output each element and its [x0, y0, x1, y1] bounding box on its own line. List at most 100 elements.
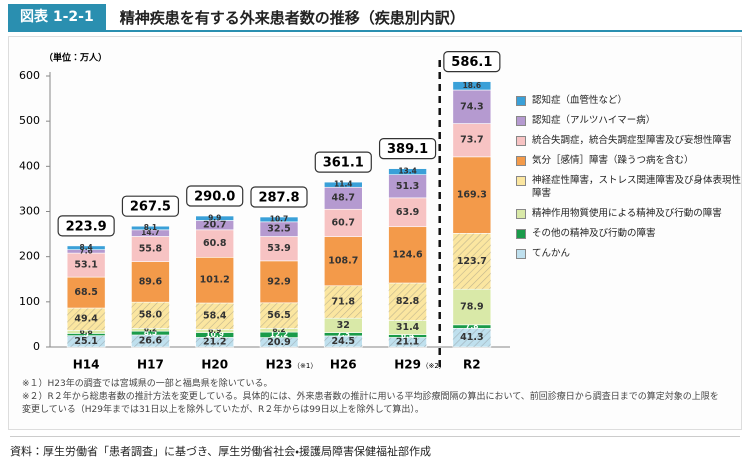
- value-label: 49.4: [74, 314, 98, 325]
- y-tick-label: 300: [19, 205, 40, 218]
- note: ※２）R２年から総患者数の推計方法を変更している。具体的には、外来患者数の推計に…: [22, 392, 719, 415]
- figure-badge: 図表 1-2-1: [8, 4, 106, 30]
- value-label: 6.2: [144, 325, 157, 334]
- value-label: 32.5: [267, 224, 290, 235]
- value-label: 21.1: [396, 337, 419, 348]
- value-label: 21.2: [203, 337, 226, 348]
- x-tick-label: H29: [394, 358, 421, 372]
- total-label: 267.5: [130, 200, 171, 215]
- x-tick-label: H20: [201, 358, 228, 372]
- x-tick-label: H17: [137, 358, 164, 372]
- total-label: 586.1: [451, 55, 492, 70]
- bar-segment: [388, 168, 427, 175]
- legend-label: 統合失調症，統合失調症型障害及び妄想性障害: [532, 135, 732, 146]
- bar-segment: [388, 226, 427, 284]
- legend-swatch: [516, 229, 526, 239]
- legend-item: てんかん: [516, 247, 744, 260]
- value-label: 123.7: [457, 256, 487, 267]
- legend: 認知症（血管性など） 認知症（アルツハイマー病） 統合失調症，統合失調症型障害及び妄…: [516, 94, 744, 260]
- bar-hatch: [131, 334, 170, 347]
- chart-panel: [8, 36, 742, 430]
- value-label: 24.5: [332, 336, 355, 347]
- bar-hatch: [388, 337, 427, 347]
- total-box: [314, 151, 372, 173]
- value-label: 41.3: [460, 332, 483, 343]
- bar-segment: [452, 156, 492, 234]
- legend-item: 気分［感情］障害（躁うつ病を含む）: [516, 154, 744, 167]
- value-label: 74.3: [460, 101, 483, 112]
- legend-swatch: [516, 96, 526, 106]
- legend-label: 認知症（アルツハイマー病）: [532, 115, 656, 126]
- legend-label: その他の精神及び行動の障害: [532, 228, 656, 239]
- total-label: 287.8: [258, 191, 299, 206]
- value-label: 7.8: [465, 322, 478, 331]
- x-tick-label: H26: [330, 358, 357, 372]
- legend-item: 認知症（アルツハイマー病）: [516, 114, 744, 127]
- bar-hatch: [324, 335, 363, 347]
- legend-item: 神経症性障害，ストレス関連障害及び身体表現性障害: [516, 174, 744, 200]
- value-label: 13.4: [398, 167, 417, 176]
- total-box: [250, 186, 308, 208]
- bar-hatch: [195, 303, 234, 330]
- value-label: 169.3: [457, 190, 487, 201]
- bar-segment: [452, 288, 492, 326]
- value-label: 89.6: [139, 276, 163, 287]
- value-label: 58.0: [139, 310, 163, 321]
- bar-segment: [452, 81, 492, 91]
- bar-hatch: [452, 233, 491, 290]
- legend-item: その他の精神及び行動の障害: [516, 227, 744, 240]
- legend-item: 統合失調症，統合失調症型障害及び妄想性障害: [516, 134, 744, 147]
- bar-segment: [131, 225, 170, 231]
- legend-item: 認知症（血管性など）: [516, 94, 744, 107]
- value-label: 20.9: [267, 337, 290, 348]
- value-label: 32: [337, 320, 350, 331]
- legend-swatch: [516, 209, 526, 219]
- legend-label: 認知症（血管性など）: [532, 95, 628, 106]
- value-label: 18.6: [463, 81, 482, 90]
- bar-segment: [66, 276, 106, 309]
- x-tick-note: （※1）: [293, 362, 317, 370]
- y-tick-label: 400: [19, 159, 40, 172]
- legend-swatch: [516, 249, 526, 259]
- value-label: 5: [84, 330, 89, 339]
- value-label: 82.8: [396, 296, 420, 307]
- value-label: 58.4: [203, 311, 227, 322]
- legend-swatch: [516, 136, 526, 146]
- bar-segment: [66, 245, 106, 250]
- total-label: 223.9: [66, 219, 107, 234]
- x-tick-label: H14: [73, 358, 100, 372]
- bar-segment: [195, 229, 235, 258]
- legend-label: 精神作用物質使用による精神及び行動の障害: [532, 208, 722, 219]
- bar-hatch: [67, 308, 106, 331]
- x-tick-label: H23: [266, 358, 293, 372]
- value-label: 101.2: [200, 275, 230, 286]
- legend-label: 神経症性障害，ストレス関連障害及び身体表現性障害: [532, 175, 742, 199]
- y-tick-label: 200: [19, 250, 40, 263]
- notes: ※１）H23年の調査では宮城県の一部と福島県を除いている。 ※２）R２年から総患者…: [22, 378, 722, 417]
- value-label: 73.7: [460, 135, 483, 146]
- value-label: 53.9: [267, 243, 290, 254]
- value-label: 63.9: [396, 207, 419, 218]
- value-label: 6.9: [208, 326, 221, 335]
- chart: （単位：万人） 0 100 200 300 400 500 600 25.156.8 49.4 6…: [19, 51, 510, 372]
- value-label: 7.6: [79, 246, 92, 255]
- value-label: 9.9: [208, 213, 221, 222]
- bar-segment: [195, 256, 235, 304]
- value-label: 12.2: [270, 330, 289, 339]
- value-label: 6.8: [79, 327, 92, 336]
- bar-segment: [259, 236, 299, 262]
- value-label: 51.3: [396, 181, 419, 192]
- value-label: 55.8: [139, 244, 163, 255]
- bar-segment: [452, 123, 492, 158]
- value-label: 11.4: [334, 180, 353, 189]
- legend-label: 気分［感情］障害（躁うつ病を含む）: [532, 155, 694, 166]
- value-label: 108.7: [328, 256, 358, 267]
- bar-segment: [131, 236, 170, 262]
- bar-hatch: [324, 285, 363, 319]
- value-label: 8.4: [79, 243, 92, 252]
- bar-segment: [131, 261, 170, 303]
- bar-segment: [259, 216, 299, 223]
- legend-item: 精神作用物質使用による精神及び行動の障害: [516, 207, 744, 220]
- bar-segment: [323, 181, 363, 188]
- value-label: 10.7: [270, 214, 289, 223]
